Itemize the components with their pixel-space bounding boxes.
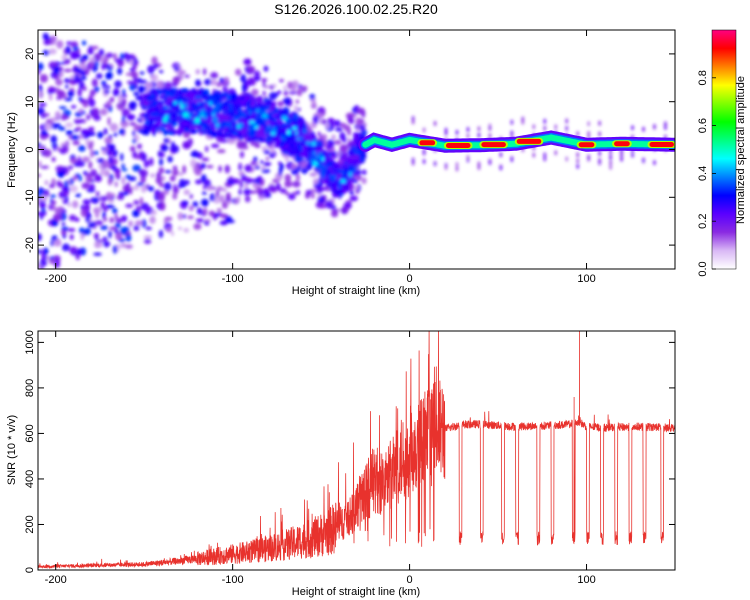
hot-segment-core (578, 142, 595, 148)
spectrogram-xtick-label: -200 (45, 273, 67, 285)
figure-title: S126.2026.100.02.25.R20 (274, 1, 438, 17)
snr-series-line (38, 331, 675, 570)
hot-segment-core (516, 138, 542, 144)
snr-ytick-label: 400 (24, 470, 36, 488)
hot-segment-core (419, 140, 436, 146)
spectrogram-ytick-label: -20 (24, 237, 36, 253)
hot-segment-core (445, 142, 471, 148)
spectrogram-xlabel: Height of straight line (km) (292, 285, 420, 297)
spectrogram-ytick-label: 0 (24, 146, 36, 152)
hot-segment-core (481, 142, 506, 148)
colorbar: 0.0 0.2 0.4 0.6 0.8 Normalized spectral ampl… (697, 29, 747, 277)
snr-xlabel: Height of straight line (km) (292, 586, 420, 598)
spectrogram-ytick-label: -10 (24, 189, 36, 205)
snr-ylabel: SNR (10 * v/v) (6, 415, 18, 485)
colorbar-tick-label: 0.4 (697, 166, 709, 181)
spectrogram-ytick-label: 20 (24, 48, 36, 60)
spectrogram-xtick-label: 0 (407, 273, 413, 285)
spectrogram-xtick-label: -100 (222, 273, 244, 285)
colorbar-tick-label: 0.2 (697, 214, 709, 229)
colorbar-tick-label: 0.6 (697, 118, 709, 133)
colorbar-tick-label: 0.0 (697, 261, 709, 276)
hot-segment-core (614, 141, 630, 147)
spectrogram-frame (37, 29, 676, 270)
snr-ytick-label: 800 (24, 379, 36, 397)
colorbar-ticks: 0.0 0.2 0.4 0.6 0.8 (697, 70, 716, 277)
spectrogram-hot-segments (417, 137, 675, 149)
snr-ytick-label: 200 (24, 515, 36, 533)
snr-ytick-label: 0 (24, 567, 36, 573)
spectrogram-xtick-label: 100 (577, 273, 595, 285)
spectrogram-heatmap (38, 32, 675, 269)
colorbar-tick-label: 0.8 (697, 70, 709, 85)
snr-ytick-label: 1000 (24, 330, 36, 354)
spectrogram-ylabel: Frequency (Hz) (6, 112, 18, 188)
snr-xtick-label: -200 (45, 574, 67, 586)
snr-xtick-label: -100 (222, 574, 244, 586)
colorbar-label: Normalized spectral amplitude (735, 76, 747, 224)
spectrogram-blobs (38, 32, 667, 269)
snr-xtick-label: 100 (577, 574, 595, 586)
snr-xtick-label: 0 (407, 574, 413, 586)
spectrogram-ytick-label: 10 (24, 96, 36, 108)
snr-frame (37, 330, 676, 571)
snr-plot-area (38, 331, 675, 570)
colorbar-gradient (711, 29, 737, 270)
hot-segment-core (649, 141, 674, 147)
snr-ytick-label: 600 (24, 424, 36, 442)
